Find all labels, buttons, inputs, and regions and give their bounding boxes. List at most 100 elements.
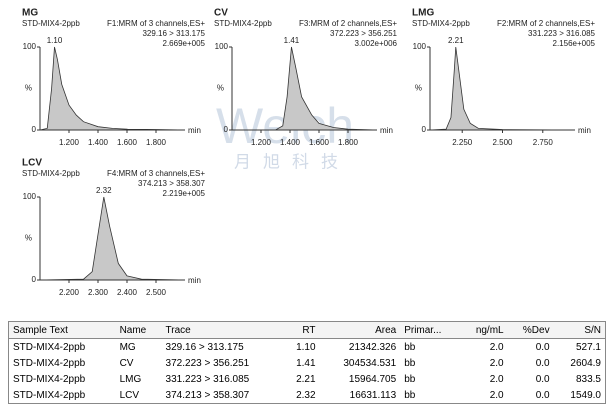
column-header: %Dev (507, 321, 554, 339)
table-cell: 331.223 > 316.085 (165, 373, 250, 385)
table-cell: 329.16 > 313.175 (165, 341, 244, 353)
column-header: Primar... (400, 321, 461, 339)
y-axis-label: % (25, 84, 32, 93)
x-tick-label: 2.250 (452, 138, 473, 147)
chart-title: MG (22, 8, 38, 19)
table-cell: 15964.705 (348, 373, 397, 385)
x-tick-label: 2.500 (146, 288, 167, 297)
table-cell: 304534.531 (343, 357, 397, 369)
chart-subtitle: STD-MIX4-2ppb (22, 169, 80, 178)
x-tick-label: 1.800 (146, 138, 167, 147)
chart-subtitle: STD-MIX4-2ppb (22, 19, 80, 28)
column-header: Sample Text (8, 321, 116, 339)
intensity-label: 3.002e+006 (355, 39, 398, 48)
table-cell: STD-MIX4-2ppb (13, 389, 86, 401)
y-tick-label: 0 (224, 125, 229, 134)
peak-area (39, 196, 186, 281)
x-tick-label: 2.500 (492, 138, 513, 147)
column-header: Area (319, 321, 401, 339)
x-axis-label: min (578, 126, 591, 135)
table-cell: 1.10 (296, 341, 316, 353)
table-row: STD-MIX4-2ppb CV 372.223 > 356.251 1.41 3045… (9, 355, 606, 371)
y-tick-label: 100 (23, 42, 37, 51)
table-cell: bb (404, 357, 416, 369)
x-tick-label: 1.200 (251, 138, 272, 147)
function-label: F2:MRM of 2 channels,ES+ (497, 19, 595, 28)
watermark-text: 月旭科技 (234, 152, 350, 171)
table-row: STD-MIX4-2ppb MG 329.16 > 313.175 1.10 21342… (9, 339, 606, 356)
peak-label: 2.32 (96, 186, 112, 195)
table-cell: STD-MIX4-2ppb (13, 357, 86, 369)
table-cell: LMG (119, 373, 142, 385)
table-cell: CV (119, 357, 134, 369)
table-cell: MG (119, 341, 136, 353)
table-cell: 833.5 (575, 373, 601, 385)
column-header: RT (283, 321, 320, 339)
column-header: S/N (553, 321, 606, 339)
column-header: Trace (161, 321, 284, 339)
table-row: STD-MIX4-2ppb LMG 331.223 > 316.085 2.21 159… (9, 371, 606, 387)
table-cell: 2.0 (489, 389, 504, 401)
trace-label: 331.223 > 316.085 (528, 29, 596, 38)
table-row: STD-MIX4-2ppb LCV 374.213 > 358.307 2.32 166… (9, 387, 606, 404)
peak-label: 2.21 (448, 36, 464, 45)
peak-label: 1.41 (284, 36, 300, 45)
x-tick-label: 1.600 (117, 138, 138, 147)
function-label: F3:MRM of 2 channels,ES+ (299, 19, 397, 28)
peak-area (232, 46, 378, 131)
header-row: Sample Text Name Trace RT Area Primar... ng/mL… (8, 321, 606, 339)
y-axis-label: % (25, 234, 32, 243)
trace-label: 329.16 > 313.175 (142, 29, 205, 38)
intensity-label: 2.156e+005 (553, 39, 596, 48)
y-tick-label: 100 (215, 42, 229, 51)
table-cell: 2604.9 (570, 357, 601, 369)
table-cell: 2.32 (296, 389, 316, 401)
table-cell: 0.0 (535, 389, 550, 401)
table-cell: 372.223 > 356.251 (165, 357, 250, 369)
table-cell: LCV (119, 389, 140, 401)
x-tick-label: 1.600 (309, 138, 330, 147)
y-tick-label: 0 (32, 125, 37, 134)
x-axis-label: min (188, 276, 201, 285)
table-cell: bb (404, 341, 416, 353)
peak-table: Sample Text Name Trace RT Area Primar... ng/mL… (8, 321, 606, 404)
y-tick-label: 100 (413, 42, 427, 51)
intensity-label: 2.669e+005 (163, 39, 206, 48)
table-cell: 2.0 (489, 341, 504, 353)
function-label: F4:MRM of 3 channels,ES+ (107, 169, 205, 178)
table-cell: 16631.113 (349, 389, 397, 401)
x-tick-label: 1.400 (88, 138, 109, 147)
column-header: ng/mL (460, 321, 508, 339)
trace-label: 372.223 > 356.251 (330, 29, 398, 38)
x-tick-label: 1.800 (338, 138, 359, 147)
table-cell: 21342.326 (348, 341, 397, 353)
table-cell: 0.0 (535, 357, 550, 369)
y-axis-label: % (217, 84, 224, 93)
chart-subtitle: STD-MIX4-2ppb (412, 19, 470, 28)
peak-area (39, 46, 186, 131)
table-cell: 2.21 (296, 373, 316, 385)
table-cell: 2.0 (489, 373, 504, 385)
x-tick-label: 2.750 (533, 138, 554, 147)
chart-title: LCV (22, 158, 42, 169)
function-label: F1:MRM of 3 channels,ES+ (107, 19, 205, 28)
peak-area (429, 46, 576, 131)
y-axis-label: % (415, 84, 422, 93)
chart-subtitle: STD-MIX4-2ppb (214, 19, 272, 28)
table-cell: 527.1 (575, 341, 601, 353)
column-header: Name (115, 321, 162, 339)
table-cell: 0.0 (535, 373, 550, 385)
x-tick-label: 1.400 (280, 138, 301, 147)
table-cell: 1.41 (296, 357, 316, 369)
x-axis-label: min (380, 126, 393, 135)
table-cell: bb (404, 373, 416, 385)
table-cell: STD-MIX4-2ppb (13, 341, 86, 353)
table-cell: STD-MIX4-2ppb (13, 373, 86, 385)
table-cell: 0.0 (535, 341, 550, 353)
x-tick-label: 2.200 (59, 288, 80, 297)
intensity-label: 2.219e+005 (163, 189, 206, 198)
table-cell: 374.213 > 358.307 (165, 389, 250, 401)
x-tick-label: 2.400 (117, 288, 138, 297)
x-tick-label: 1.200 (59, 138, 80, 147)
